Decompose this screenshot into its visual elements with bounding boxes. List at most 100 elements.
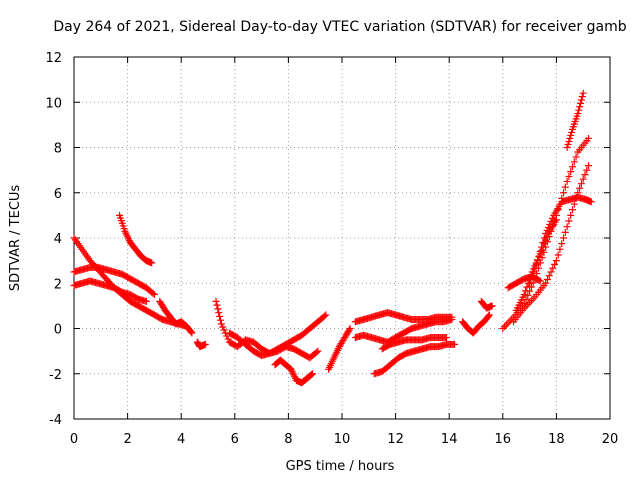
data-point (585, 162, 593, 170)
series-track-6 (193, 338, 209, 351)
data-point (581, 171, 589, 179)
series-track-20 (512, 216, 560, 314)
data-point (219, 323, 227, 331)
data-point (148, 259, 156, 267)
series-track-11 (351, 309, 456, 326)
data-point (188, 329, 196, 337)
data-point (215, 309, 223, 317)
data-point (577, 99, 585, 107)
data-point (142, 297, 150, 305)
data-point (563, 177, 571, 185)
data-point (542, 236, 550, 244)
data-point (536, 250, 544, 258)
data-point (551, 260, 559, 268)
data-point (309, 370, 317, 378)
data-point (322, 311, 330, 319)
data-point (552, 257, 560, 265)
data-point (217, 316, 225, 324)
data-point (540, 240, 548, 248)
y-tick-label: 8 (54, 142, 62, 157)
data-point (574, 110, 582, 118)
data-point (535, 253, 543, 261)
data-point (585, 134, 593, 142)
series-track-12 (351, 315, 456, 346)
data-point (561, 228, 569, 236)
data-point (539, 243, 547, 251)
data-point (532, 259, 540, 267)
x-tick-label: 10 (334, 432, 351, 447)
x-tick-label: 8 (284, 432, 292, 447)
data-point (488, 302, 496, 310)
data-point (214, 305, 222, 313)
data-point (345, 326, 353, 334)
y-tick-label: 12 (45, 51, 62, 66)
data-point (346, 325, 354, 332)
data-point (201, 340, 209, 348)
data-point (314, 347, 322, 355)
data-point (565, 173, 573, 181)
data-point (560, 234, 568, 242)
data-point (587, 198, 595, 206)
x-tick-label: 4 (177, 432, 185, 447)
data-point (552, 216, 560, 224)
chart-title: Day 264 of 2021, Sidereal Day-to-day VTE… (53, 19, 626, 35)
series-track-8 (225, 329, 322, 362)
data-point (558, 240, 566, 248)
x-tick-label: 12 (387, 432, 404, 447)
data-point (149, 289, 157, 297)
data-point (579, 175, 587, 183)
series-track-16 (477, 297, 496, 312)
data-marks (70, 89, 595, 387)
series-track-2 (70, 263, 158, 299)
series-track-18 (510, 162, 593, 326)
data-point (577, 180, 585, 188)
series-track-22 (504, 272, 544, 292)
data-point (564, 140, 572, 148)
data-point (566, 134, 574, 142)
data-point (547, 268, 555, 276)
data-point (217, 320, 225, 328)
data-point (534, 256, 542, 264)
data-point (538, 254, 546, 262)
y-tick-label: 10 (45, 96, 62, 111)
series-track-10 (325, 325, 354, 373)
series-track-4 (116, 211, 156, 267)
y-tick-label: 4 (54, 232, 62, 247)
data-point (524, 291, 532, 299)
data-point (448, 315, 456, 323)
series-track-9 (271, 356, 317, 387)
y-tick-label: -2 (49, 368, 62, 383)
data-point (212, 297, 220, 305)
data-point (536, 277, 544, 285)
data-point (543, 233, 551, 241)
data-point (575, 106, 583, 114)
data-point (220, 326, 228, 334)
data-point (213, 301, 221, 309)
y-tick-label: 6 (54, 187, 62, 202)
data-point (538, 246, 546, 254)
data-point (485, 312, 493, 320)
data-point (570, 158, 578, 166)
data-point (530, 265, 538, 273)
data-point (565, 217, 573, 225)
data-point (565, 137, 573, 145)
data-point (308, 371, 316, 379)
data-point (572, 153, 580, 161)
x-tick-label: 16 (495, 432, 512, 447)
x-tick-label: 18 (548, 432, 565, 447)
data-point (560, 189, 568, 197)
series-track-13 (370, 340, 459, 378)
data-point (579, 89, 587, 97)
data-point (187, 328, 195, 336)
data-point (577, 96, 585, 104)
data-point (545, 272, 553, 280)
x-tick-label: 20 (602, 432, 619, 447)
data-point (567, 168, 575, 176)
data-point (548, 214, 556, 222)
data-point (563, 223, 571, 231)
data-point (543, 275, 551, 283)
x-tick-label: 14 (441, 432, 458, 447)
data-point (535, 276, 543, 284)
series-track-15 (459, 311, 493, 337)
